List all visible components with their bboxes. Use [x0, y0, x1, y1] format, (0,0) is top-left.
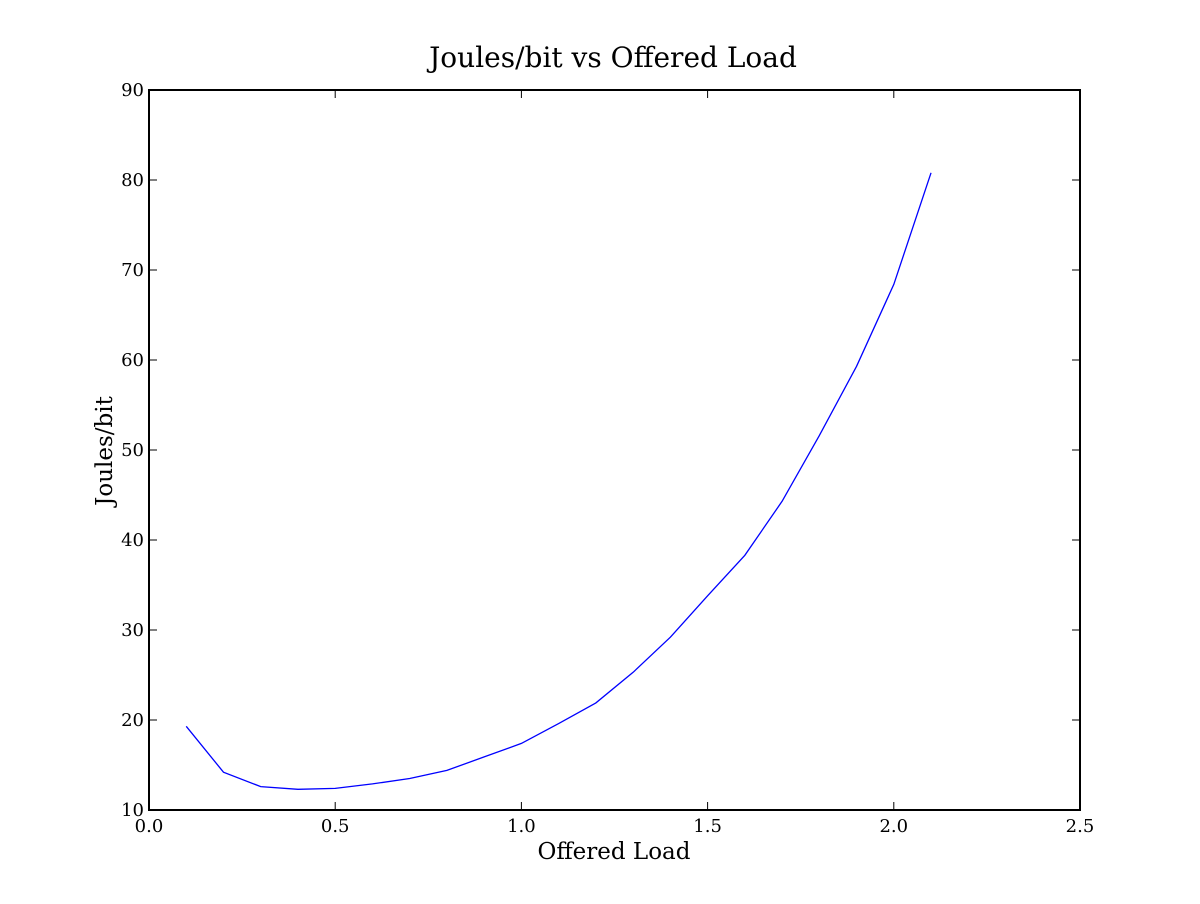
- y-tick-label: 20: [121, 710, 144, 731]
- plot-frame: [148, 89, 1081, 811]
- x-tick-label: 0.5: [321, 816, 350, 837]
- x-tick-label: 2.0: [879, 816, 908, 837]
- y-tick-label: 70: [121, 260, 144, 281]
- x-tick-label: 0.0: [135, 816, 164, 837]
- series-line-0: [185, 172, 932, 790]
- x-tick-labels: 0.0 0.5 1.0 1.5 2.0 2.5: [135, 816, 1095, 837]
- axis-ticks: [148, 89, 1081, 811]
- x-tick-label: 1.0: [507, 816, 536, 837]
- y-tick-label: 50: [121, 440, 144, 461]
- y-axis-label: Joules/bit: [92, 395, 118, 507]
- chart-title: Joules/bit vs Offered Load: [426, 41, 797, 74]
- y-tick-label: 10: [121, 800, 144, 821]
- y-tick-labels: 10 20 30 40 50 60 70 80 90: [121, 80, 144, 821]
- x-tick-label: 1.5: [693, 816, 722, 837]
- y-tick-label: 80: [121, 170, 144, 191]
- y-tick-label: 60: [121, 350, 144, 371]
- y-tick-label: 40: [121, 530, 144, 551]
- y-tick-label: 90: [121, 80, 144, 101]
- x-tick-label: 2.5: [1066, 816, 1095, 837]
- plot-area: [185, 172, 932, 790]
- y-tick-label: 30: [121, 620, 144, 641]
- x-axis-label: Offered Load: [537, 839, 690, 865]
